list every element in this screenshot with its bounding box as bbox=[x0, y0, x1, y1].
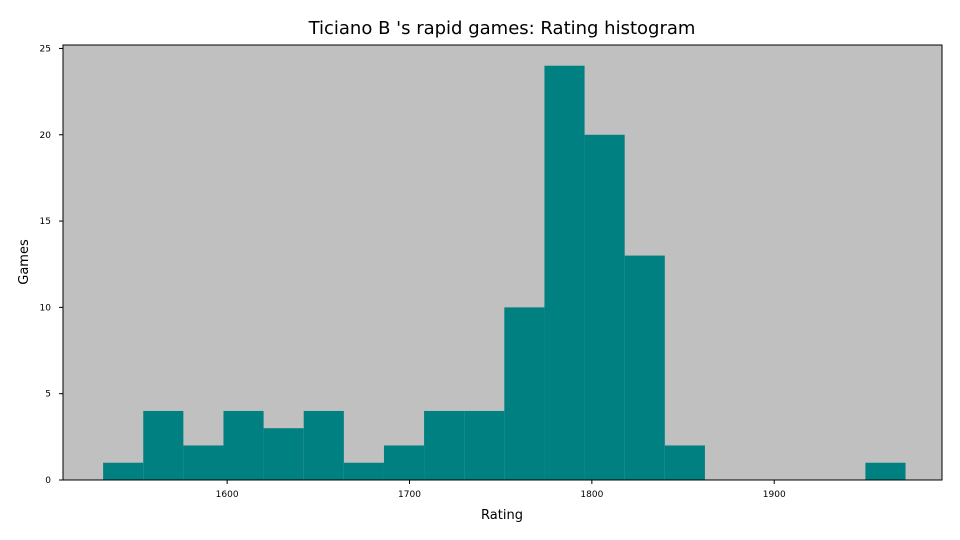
histogram-bar-1 bbox=[143, 410, 184, 480]
histogram-bar-14 bbox=[664, 445, 705, 480]
histogram-bar-12 bbox=[584, 134, 625, 480]
bars-group bbox=[103, 65, 906, 480]
y-axis-label: Games bbox=[17, 239, 32, 285]
x-tick-label-2: 1800 bbox=[580, 490, 603, 500]
plot-frame bbox=[62, 44, 943, 481]
histogram-bar-7 bbox=[383, 445, 425, 480]
histogram-bar-13 bbox=[624, 255, 665, 480]
plot-area bbox=[63, 45, 942, 480]
x-tick-label-1: 1700 bbox=[398, 490, 421, 500]
x-axis-label: Rating bbox=[481, 508, 523, 523]
y-tick-label-0: 0 bbox=[45, 476, 51, 486]
histogram-bar-8 bbox=[424, 410, 465, 480]
y-tick-label-4: 20 bbox=[40, 131, 52, 141]
histogram-bar-0 bbox=[103, 462, 144, 480]
histogram-bar-3 bbox=[223, 410, 264, 480]
histogram-bar-2 bbox=[183, 445, 224, 480]
y-axis-ticks: 0 5 10 15 20 25 bbox=[40, 44, 63, 486]
histogram-bar-4 bbox=[263, 428, 304, 480]
histogram-bar-11 bbox=[544, 65, 585, 480]
x-axis-ticks: 1600 1700 1800 1900 bbox=[216, 480, 786, 500]
x-tick-label-0: 1600 bbox=[216, 490, 239, 500]
y-tick-label-1: 5 bbox=[45, 390, 51, 400]
x-tick-label-3: 1900 bbox=[763, 490, 786, 500]
y-tick-label-3: 15 bbox=[40, 217, 51, 227]
chart-title: Ticiano B 's rapid games: Rating histogr… bbox=[308, 18, 696, 39]
y-tick-label-2: 10 bbox=[40, 303, 52, 313]
histogram-bar-10 bbox=[504, 307, 545, 480]
histogram-bar-6 bbox=[343, 462, 384, 480]
y-tick-label-5: 25 bbox=[40, 44, 51, 54]
histogram-bar-5 bbox=[303, 410, 344, 480]
histogram-bar-19 bbox=[865, 462, 906, 480]
histogram-bar-9 bbox=[464, 410, 505, 480]
